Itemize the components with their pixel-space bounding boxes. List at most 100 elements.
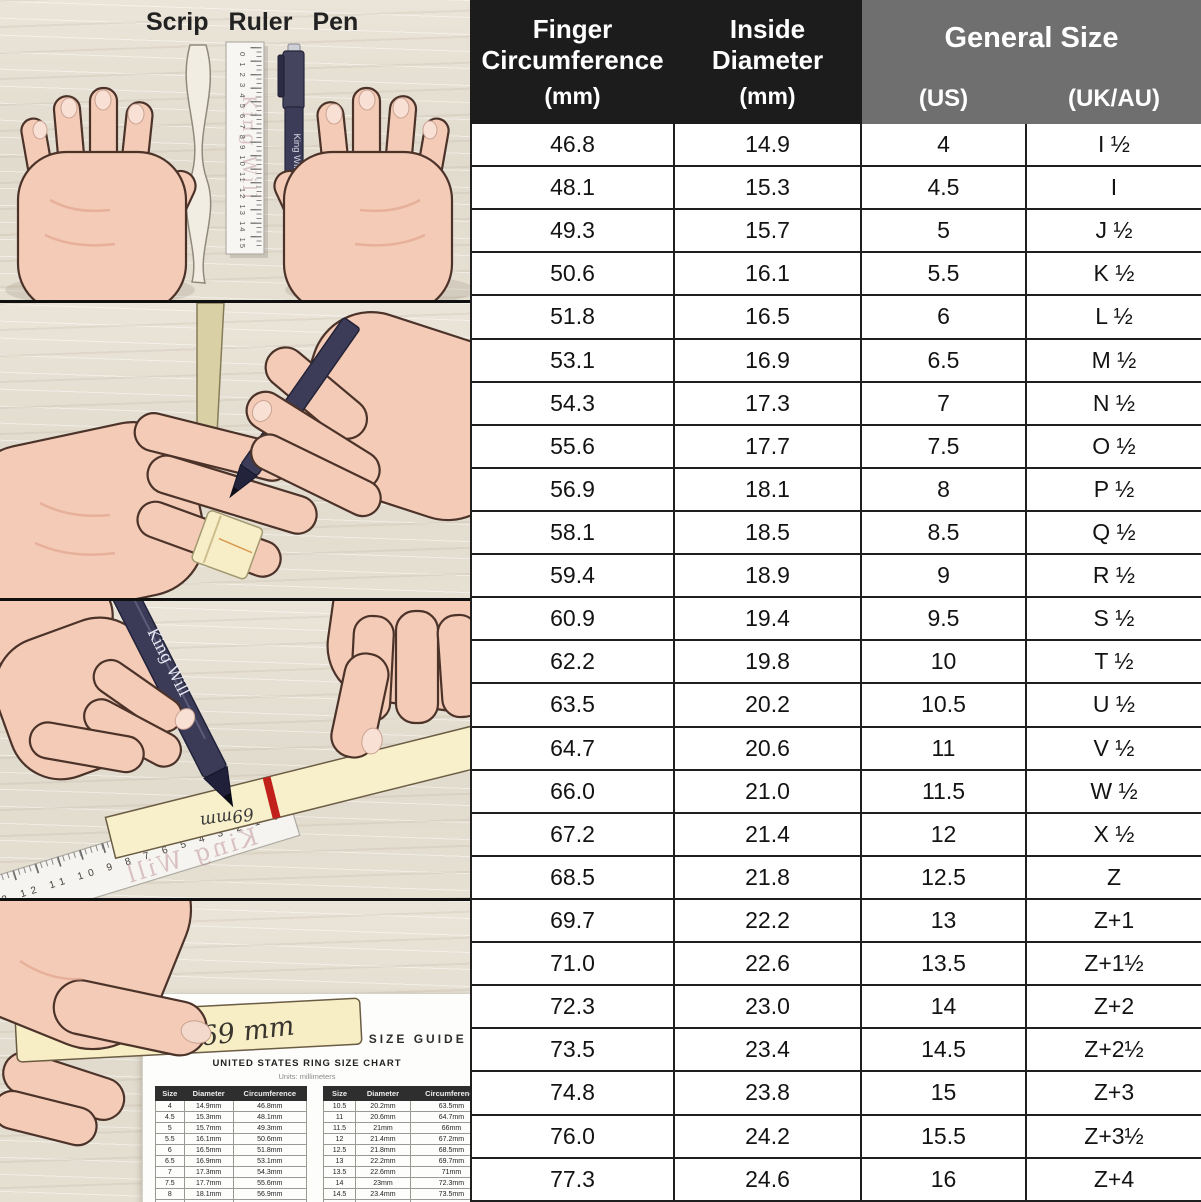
mini-table-row: 10.5 20.2mm 63.5mm — [322, 1100, 470, 1112]
size-table-cell: 74.8 — [470, 1070, 675, 1116]
strip-band-icon — [191, 510, 264, 580]
size-table-cell: 77.3 — [470, 1156, 675, 1202]
header-finger-line2: Circumference — [481, 44, 664, 75]
size-table-cell: K ½ — [1025, 251, 1201, 297]
size-table-row: 63.5 20.2 10.5 U ½ — [470, 682, 1201, 728]
size-table-cell: 64.7 — [470, 725, 675, 771]
red-mark — [262, 776, 281, 820]
step3-illustration: 14 13 12 11 10 9 8 7 6 5 4 3 2 1 0 King … — [0, 601, 470, 898]
mini-table-header-cell: Diameter — [355, 1086, 411, 1101]
size-table-cell: 46.8 — [470, 121, 675, 168]
size-table-row: 77.3 24.6 16 Z+4 — [470, 1156, 1201, 1202]
size-table-cell: 62.2 — [470, 639, 675, 685]
size-table-row: 74.8 23.8 15 Z+3 — [470, 1070, 1201, 1116]
size-table-cell: 63.5 — [470, 682, 675, 728]
size-table-row: 55.6 17.7 7.5 O ½ — [470, 423, 1201, 469]
size-table-cell: 21.4 — [673, 811, 862, 857]
size-table-cell: O ½ — [1025, 423, 1201, 469]
mini-table-cell: 11.5 — [322, 1122, 357, 1134]
size-table-cell: 24.2 — [673, 1113, 862, 1159]
size-table-cell: Z+1½ — [1025, 941, 1201, 987]
size-table-cell: Z+2 — [1025, 984, 1201, 1030]
size-table-cell: 12.5 — [860, 854, 1027, 900]
size-table-cell: 15.3 — [673, 165, 862, 211]
mini-table-row: 6 16.5mm 51.8mm — [155, 1144, 308, 1156]
header-inside-diameter: Inside Diameter (mm) — [673, 0, 862, 124]
size-table-cell: M ½ — [1025, 337, 1201, 383]
mini-table-row: 14.5 23.4mm 73.5mm — [322, 1188, 470, 1200]
size-table-cell: 6.5 — [860, 337, 1027, 383]
size-table-row: 60.9 19.4 9.5 S ½ — [470, 596, 1201, 642]
size-table-cell: 69.7 — [470, 897, 675, 944]
size-table-cell: 9.5 — [860, 596, 1027, 642]
chart-title: UNITED STATES RING SIZE CHART — [212, 1058, 402, 1069]
size-table-cell: W ½ — [1025, 768, 1201, 814]
size-table-row: 76.0 24.2 15.5 Z+3½ — [470, 1113, 1201, 1159]
size-table-cell: 50.6 — [470, 251, 675, 297]
size-table-row: 46.8 14.9 4 I ½ — [470, 121, 1201, 168]
size-table-cell: 67.2 — [470, 811, 675, 857]
size-table-cell: 13.5 — [860, 941, 1027, 987]
paper-strip-icon — [185, 44, 212, 284]
size-table-cell: 15.5 — [860, 1113, 1027, 1159]
size-table-cell: P ½ — [1025, 466, 1201, 512]
size-table-cell: 9 — [860, 553, 1027, 599]
size-table-cell: 48.1 — [470, 165, 675, 211]
header-inside-unit: (mm) — [739, 83, 796, 110]
size-table-cell: 16 — [860, 1156, 1027, 1202]
size-table-cell: 15.7 — [673, 208, 862, 254]
size-table-cell: N ½ — [1025, 380, 1201, 426]
header-us: (US) — [860, 74, 1027, 124]
size-table-row: 54.3 17.3 7 N ½ — [470, 380, 1201, 426]
size-table-cell: 58.1 — [470, 509, 675, 556]
size-table-cell: S ½ — [1025, 596, 1201, 642]
mini-table-row: 12 21.4mm 67.2mm — [322, 1133, 470, 1145]
size-table-cell: U ½ — [1025, 682, 1201, 728]
size-table-cell: 54.3 — [470, 380, 675, 426]
mini-table-header-cell: Circumference — [232, 1086, 308, 1101]
mini-table-row: 8 18.1mm 56.9mm — [155, 1188, 308, 1200]
mini-size-table-right: SizeDiameterCircumference10.520.2mm63.5m… — [322, 1086, 470, 1202]
step4-panel: King Will RING SIZE GUIDE UNITED STATES … — [0, 901, 470, 1202]
size-table-cell: 17.7 — [673, 423, 862, 469]
instruction-panels: Scrip Ruler Pen King Will 0 1 2 3 4 5 6 … — [0, 0, 470, 1202]
size-table-cell: 18.9 — [673, 553, 862, 599]
header-inside-label: Inside Diameter — [711, 13, 824, 75]
holding-hand-illustration — [0, 901, 212, 1057]
size-table-cell: 12 — [860, 811, 1027, 857]
size-table-row: 69.7 22.2 13 Z+1 — [470, 897, 1201, 944]
size-table-cell: 23.0 — [673, 984, 862, 1030]
header-finger-unit: (mm) — [544, 83, 601, 110]
step1-panel: Scrip Ruler Pen King Will 0 1 2 3 4 5 6 … — [0, 0, 470, 303]
size-table-cell: 7 — [860, 380, 1027, 426]
size-table-row: 59.4 18.9 9 R ½ — [470, 553, 1201, 599]
header-finger-line1: Finger — [532, 13, 613, 44]
size-table-cell: 22.2 — [673, 897, 862, 944]
hand-fingers-behind — [0, 1051, 126, 1147]
size-table-body: 46.8 14.9 4 I ½ 48.1 15.3 4.5 I 49.3 15.7 5 J ½ 50.6… — [470, 121, 1201, 1202]
size-table-cell: 20.6 — [673, 725, 862, 771]
size-table-cell: 24.6 — [673, 1156, 862, 1202]
size-table-cell: 5.5 — [860, 251, 1027, 297]
size-table-cell: 66.0 — [470, 768, 675, 814]
size-table-cell: V ½ — [1025, 725, 1201, 771]
size-table-cell: 16.1 — [673, 251, 862, 297]
mini-table-row: 4 14.9mm 46.8mm — [155, 1100, 308, 1112]
size-table-row: 73.5 23.4 14.5 Z+2½ — [470, 1027, 1201, 1073]
size-table-cell: 16.9 — [673, 337, 862, 383]
header-general-label: General Size — [944, 21, 1119, 54]
size-table-cell: 23.4 — [673, 1027, 862, 1073]
size-table-cell: Z+3 — [1025, 1070, 1201, 1116]
size-table-cell: 59.4 — [470, 553, 675, 599]
size-table-cell: 5 — [860, 208, 1027, 254]
mini-table-row: 11.5 21mm 66mm — [322, 1122, 470, 1134]
mini-table-header-cell: Size — [322, 1086, 357, 1101]
size-table-row: 72.3 23.0 14 Z+2 — [470, 984, 1201, 1030]
size-table-cell: I ½ — [1025, 121, 1201, 168]
size-table-cell: 21.8 — [673, 854, 862, 900]
size-table-cell: 22.6 — [673, 941, 862, 987]
size-table-cell: 11 — [860, 725, 1027, 771]
left-hand-fingers — [28, 658, 196, 774]
size-table-row: 58.1 18.5 8.5 Q ½ — [470, 509, 1201, 556]
